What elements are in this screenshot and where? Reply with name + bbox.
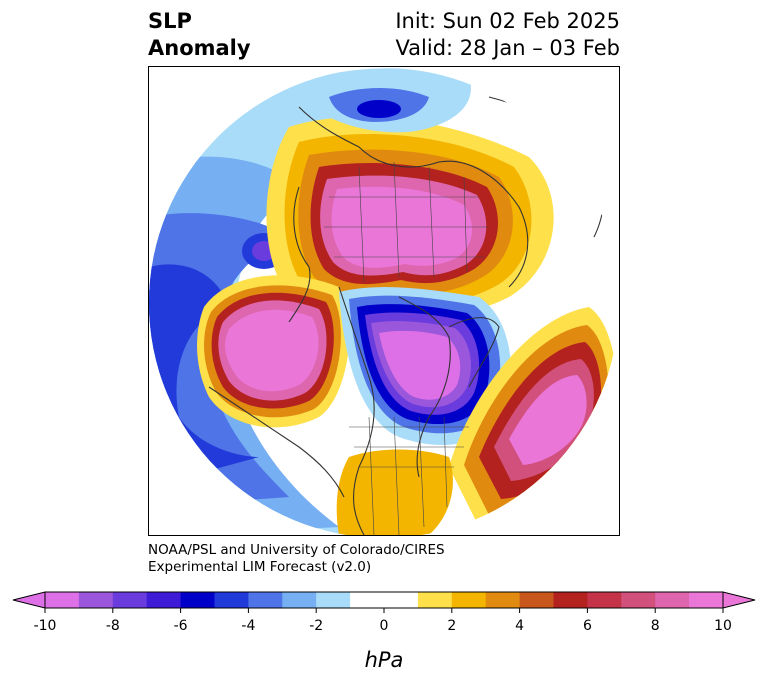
credit-text: NOAA/PSL and University of Colorado/CIRE… [148,542,445,576]
colorbar-cell [112,592,148,608]
title-line-1: SLP [148,9,192,33]
slp-anomaly-map [149,68,619,535]
colorbar-cells [45,592,724,608]
colorbar-unit-label: hPa [364,648,404,672]
colorbar-min-extension [12,591,46,609]
colorbar-cell [384,592,419,608]
colorbar-ticks: -10 -8 -6 -4 -2 0 2 4 6 8 10 [34,608,732,634]
map-panel [148,66,620,536]
valid-range: Valid: 28 Jan – 03 Feb [395,36,620,60]
colorbar-max-extension [722,591,756,609]
colorbar-cell [621,592,656,608]
siberia-low-center [357,100,401,118]
colorbar-tick-label: 6 [583,618,592,634]
credit-line-1: NOAA/PSL and University of Colorado/CIRE… [148,542,445,558]
atlantic-high-center [509,375,587,465]
chart-title: SLP Anomaly [148,8,251,62]
colorbar-tick-label: -6 [174,618,188,634]
colorbar-tick-label: 2 [447,618,456,634]
colorbar-cell [78,592,114,608]
colorbar-cell [316,592,351,608]
colorbar-cell [519,592,554,608]
canada-low-center [379,330,461,400]
colorbar-cell [417,592,453,608]
title-line-2: Anomaly [148,36,251,60]
colorbar-cell [248,592,283,608]
colorbar-cell [45,592,80,608]
colorbar-tick-label: -10 [34,618,57,634]
colorbar-cell [146,592,182,608]
colorbar-tick-label: -8 [106,618,120,634]
colorbar-tick-label: -2 [309,618,323,634]
political-boundaries [324,161,489,535]
colorbar-cell [689,592,724,608]
colorbar-cell [587,592,622,608]
colorbar-cell [655,592,690,608]
init-date: Init: Sun 02 Feb 2025 [395,9,620,33]
colorbar-cell [553,592,588,608]
colorbar-tick-label: 0 [380,618,389,634]
colorbar-tick-label: 8 [651,618,660,634]
colorbar-cell [350,592,385,608]
colorbar-cell [180,592,215,608]
colorbar-cell [282,592,317,608]
forecast-dates: Init: Sun 02 Feb 2025 Valid: 28 Jan – 03… [395,8,620,62]
colorbar-tick-label: -4 [241,618,255,634]
colorbar-tick-label: 10 [714,618,732,634]
colorbar-cell [451,592,487,608]
colorbar: -10 -8 -6 -4 -2 0 2 4 6 8 10 [12,591,756,634]
colorbar-cell [485,592,521,608]
colorbar-cell [214,592,249,608]
colorbar-tick-label: 4 [515,618,524,634]
us-high-yellow [336,449,453,535]
bering-high-center [225,309,319,392]
credit-line-2: Experimental LIM Forecast (v2.0) [148,559,372,575]
